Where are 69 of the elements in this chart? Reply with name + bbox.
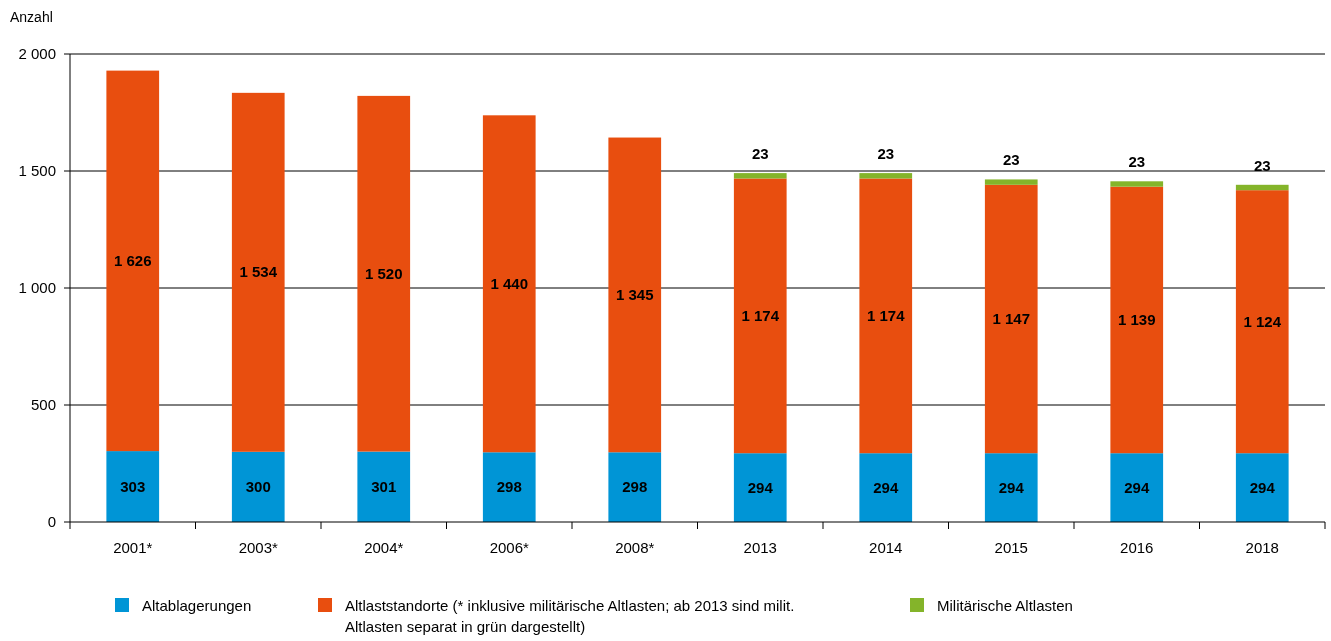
data-label: 1 124 [1243,312,1282,330]
bar [106,70,160,452]
data-label: 23 [751,145,769,163]
x-tick-label: 2003* [238,539,279,556]
data-label: 303 [120,477,146,495]
bar [482,452,536,522]
bar [984,453,1038,522]
bar [859,173,913,179]
bar [1235,190,1289,454]
bar [984,179,1038,185]
data-label: 294 [1249,478,1276,496]
y-tick-label: 1 000 [18,279,56,296]
bar [859,453,913,522]
bar [1110,181,1164,187]
bar [1235,453,1289,522]
y-tick-label: 2 000 [18,45,56,62]
data-label: 294 [747,478,774,496]
data-label: 1 440 [490,274,529,292]
data-label: 23 [1002,151,1020,169]
data-label: 1 345 [615,285,654,303]
bar [1110,453,1164,522]
bar [733,453,787,522]
x-tick-label: 2001* [113,539,153,556]
x-tick-label: 2016 [1120,539,1154,556]
bar [1110,186,1164,454]
data-label: 298 [496,478,522,496]
data-label: 23 [877,145,895,163]
bar [984,184,1038,454]
data-label: 1 626 [113,251,152,269]
legend-label: Altlaststandorte (* inklusive militärische Altlasten; ab 2013 sind milit. Altlasten separat in grün dargestellt) [345,597,795,635]
x-tick-label: 2006* [489,539,530,556]
data-label: 1 520 [364,264,403,282]
bar [608,452,662,522]
data-label: 1 139 [1117,310,1156,328]
bar [482,115,536,453]
y-tick-label: 500 [30,396,56,413]
bar [859,178,913,454]
y-tick-label: 1 500 [18,162,56,179]
x-tick-label: 2015 [994,539,1028,556]
data-label: 23 [1253,156,1271,174]
data-label: 294 [873,478,899,496]
x-tick-label: 2018 [1245,539,1279,556]
bar [106,451,160,522]
legend-label: Militärische Altlasten [937,597,1073,614]
data-label: 1 174 [741,306,780,324]
data-label: 294 [1124,478,1150,496]
legend-label: Altablagerungen [142,597,252,614]
x-tick-label: 2004* [364,539,404,556]
bar [357,95,411,452]
data-label: 298 [622,478,648,496]
data-label: 1 174 [866,306,906,324]
y-tick-label: 0 [47,513,56,530]
data-label: 294 [998,478,1025,496]
bar [608,137,662,453]
data-label: 300 [245,477,271,495]
data-label: 1 534 [239,263,278,281]
x-tick-label: 2008* [615,539,655,556]
bar [357,451,411,522]
data-label: 1 147 [992,310,1031,328]
data-label: 301 [371,477,397,495]
bar [733,173,787,179]
y-axis-title: Anzahl [10,9,53,25]
x-tick-label: 2014 [869,539,903,556]
x-tick-label: 2013 [743,539,777,556]
bar [733,178,787,454]
bar [1235,184,1289,191]
bar [231,451,285,522]
data-label: 23 [1128,153,1146,171]
bar [231,92,285,452]
